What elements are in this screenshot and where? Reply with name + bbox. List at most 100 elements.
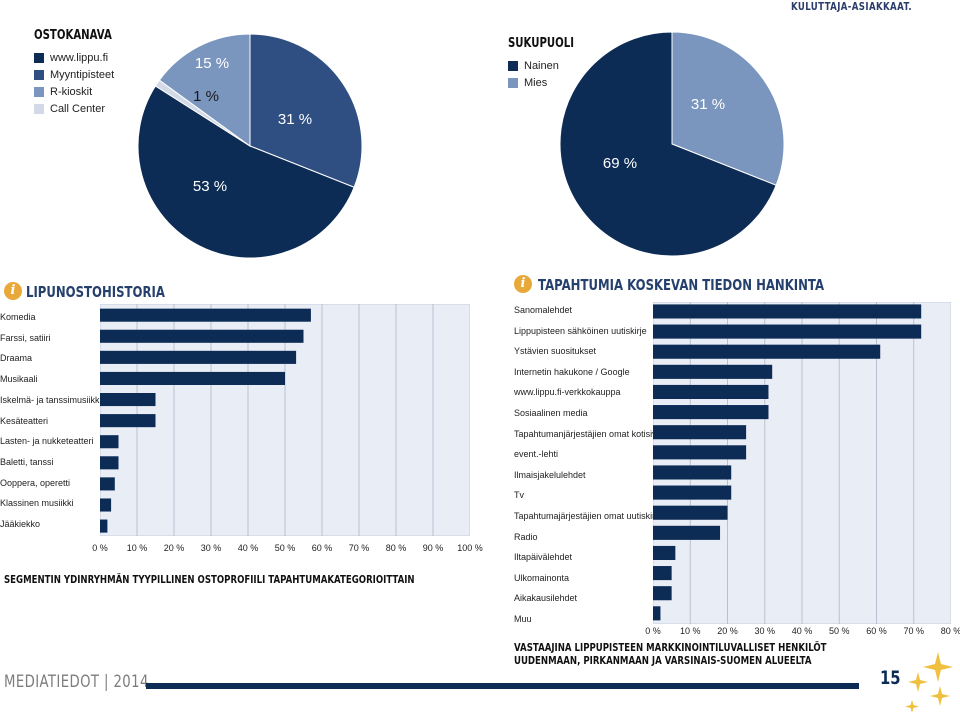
bar-iltap-iv-lehdet bbox=[653, 545, 676, 561]
category-label: Iskelmä- ja tanssimusiikki bbox=[0, 394, 102, 405]
category-label: Ooppera, operetti bbox=[0, 477, 71, 488]
bar-event-lehti bbox=[653, 445, 747, 460]
bar-internetin-hakukone-google bbox=[653, 364, 773, 379]
header-tag: KULUTTAJA-ASIAKKAAT. bbox=[790, 0, 912, 13]
category-label: Radio bbox=[514, 531, 538, 542]
sparkle-decoration-icon bbox=[905, 652, 953, 713]
category-label: Kesäteatteri bbox=[0, 415, 49, 426]
bar-komedia bbox=[100, 308, 311, 322]
legend-swatch bbox=[34, 104, 44, 114]
category-label: Tapahtumanjärjestäjien omat kotisivut bbox=[514, 428, 665, 439]
pie-slice-nainen bbox=[560, 31, 777, 257]
bar-lippupisteen-s-hk-inen-uutiskirje bbox=[653, 324, 922, 339]
pie-slice-mies bbox=[671, 31, 785, 186]
x-tick-label: 70 % bbox=[903, 626, 925, 636]
x-tick-label: 40 % bbox=[791, 626, 813, 636]
lipunostohistoria-title: LIPUNOSTOHISTORIA bbox=[26, 283, 165, 301]
category-label: Draama bbox=[0, 353, 33, 364]
x-tick-label: 80 % bbox=[385, 543, 407, 553]
pie-value-label: 53 % bbox=[193, 178, 227, 195]
x-tick-label: 0 % bbox=[92, 543, 108, 553]
ostokanava-pie: 53 % 31 % 15 % 1 % bbox=[137, 33, 363, 259]
pie-slice-r-kioskit bbox=[158, 33, 251, 147]
x-tick-label: 20 % bbox=[163, 543, 185, 553]
pie-slice-myyntipisteet bbox=[249, 33, 363, 188]
category-label: Tv bbox=[514, 490, 524, 501]
legend-label: Mies bbox=[524, 77, 548, 89]
pie-value-label: 15 % bbox=[195, 55, 229, 72]
pie-slice-www-lippu-fi bbox=[137, 85, 355, 259]
category-label: Sanomalehdet bbox=[514, 305, 573, 315]
category-label: Sosiaalinen media bbox=[514, 408, 588, 418]
page-number: 15 bbox=[880, 667, 901, 689]
bar-tapahtumanj-rjest-jien-omat-kotisivut bbox=[653, 425, 747, 440]
category-label: Aikakausilehdet bbox=[514, 593, 578, 604]
legend-label: R-kioskit bbox=[50, 86, 93, 98]
legend-label: Myyntipisteet bbox=[50, 69, 115, 81]
bar-www-lippu-fi-verkkokauppa bbox=[653, 384, 769, 400]
tiedon-hankinta-x-ticks: 0 % 10 % 20 % 30 % 40 % 50 % 60 % 70 % 80 % bbox=[640, 626, 960, 640]
legend-label: Nainen bbox=[524, 60, 559, 72]
category-label: Lasten- ja nukketeatteri bbox=[0, 436, 94, 447]
category-label: event.-lehti bbox=[514, 449, 559, 460]
bar-tapahtumaj-rjest-jien-omat-uutiskirjeet bbox=[653, 505, 728, 520]
bar-sosiaalinen-media bbox=[653, 405, 769, 420]
category-label: Musikaali bbox=[0, 374, 38, 385]
sukupuoli-title: SUKUPUOLI bbox=[508, 36, 574, 51]
x-tick-label: 40 % bbox=[237, 543, 259, 553]
bar-muu bbox=[653, 606, 661, 621]
tiedon-hankinta-caption: VASTAAJINA LIPPUPISTEEN MARKKINOINTILUVA… bbox=[514, 641, 827, 667]
x-tick-label: 100 % bbox=[457, 543, 483, 553]
tiedon-hankinta-category-labels: Sanomalehdet Lippupisteen sähköinen uutis… bbox=[514, 300, 670, 630]
info-icon: i bbox=[514, 275, 532, 293]
pie-value-label: 31 % bbox=[691, 96, 725, 113]
tiedon-hankinta-title: TAPAHTUMIA KOSKEVAN TIEDON HANKINTA bbox=[538, 276, 825, 294]
lipunostohistoria-category-labels: Komedia Farssi, satiiri Draama Musikaali Isk… bbox=[0, 300, 102, 540]
pie-value-label: 31 % bbox=[278, 111, 312, 128]
legend-label: www.lippu.fi bbox=[50, 52, 109, 64]
category-label: Komedia bbox=[0, 312, 36, 322]
footer-brand: MEDIATIEDOT | 2014 bbox=[4, 672, 149, 692]
x-tick-label: 20 % bbox=[717, 626, 738, 636]
pie-value-label: 1 % bbox=[193, 88, 219, 105]
legend-swatch bbox=[34, 53, 44, 63]
category-label: Ulkomainonta bbox=[514, 572, 570, 583]
bar-musikaali bbox=[100, 371, 285, 385]
bar-radio bbox=[653, 525, 721, 540]
category-label: Ilmaisjakelulehdet bbox=[514, 469, 586, 480]
ostokanava-title: OSTOKANAVA bbox=[34, 28, 112, 43]
bar-ulkomainonta bbox=[653, 566, 672, 581]
bar-farssi-satiiri bbox=[100, 329, 304, 343]
category-label: Farssi, satiiri bbox=[0, 332, 51, 343]
x-tick-label: 0 % bbox=[645, 626, 661, 636]
category-label: Internetin hakukone / Google bbox=[514, 366, 630, 377]
footer-rule bbox=[146, 683, 859, 689]
bar-lasten-ja-nukketeatteri bbox=[100, 435, 119, 449]
x-tick-label: 80 % bbox=[940, 626, 960, 636]
x-tick-label: 30 % bbox=[754, 626, 776, 636]
bar-draama bbox=[100, 350, 297, 364]
category-label: Iltapäivälehdet bbox=[514, 552, 573, 563]
bar-yst-vien-suositukset bbox=[653, 344, 881, 359]
legend-swatch bbox=[508, 78, 518, 88]
tiedon-hankinta-bars bbox=[653, 302, 951, 624]
bar-ilmaisjakelulehdet bbox=[653, 465, 732, 480]
legend-swatch bbox=[34, 87, 44, 97]
category-label: Muu bbox=[514, 614, 532, 624]
sukupuoli-legend: Nainen Mies bbox=[508, 60, 608, 96]
x-tick-label: 50 % bbox=[828, 626, 850, 636]
bar-kes-teatteri bbox=[100, 414, 156, 428]
legend-swatch bbox=[508, 61, 518, 71]
x-tick-label: 70 % bbox=[348, 543, 370, 553]
category-label: Jääkiekko bbox=[0, 519, 41, 529]
lipunostohistoria-bars bbox=[100, 304, 470, 536]
category-label: Lippupisteen sähköinen uutiskirje bbox=[514, 325, 647, 336]
bar-sanomalehdet bbox=[653, 304, 922, 319]
lipunostohistoria-x-ticks: 0 % 10 % 20 % 30 % 40 % 50 % 60 % 70 % 80 % 90 % 1… bbox=[0, 543, 490, 557]
x-tick-label: 10 % bbox=[679, 626, 701, 636]
category-label: www.lippu.fi-verkkokauppa bbox=[514, 387, 621, 398]
x-tick-label: 10 % bbox=[126, 543, 148, 553]
x-tick-label: 60 % bbox=[866, 626, 887, 636]
legend-label: Call Center bbox=[50, 103, 106, 115]
info-icon: i bbox=[4, 282, 22, 300]
